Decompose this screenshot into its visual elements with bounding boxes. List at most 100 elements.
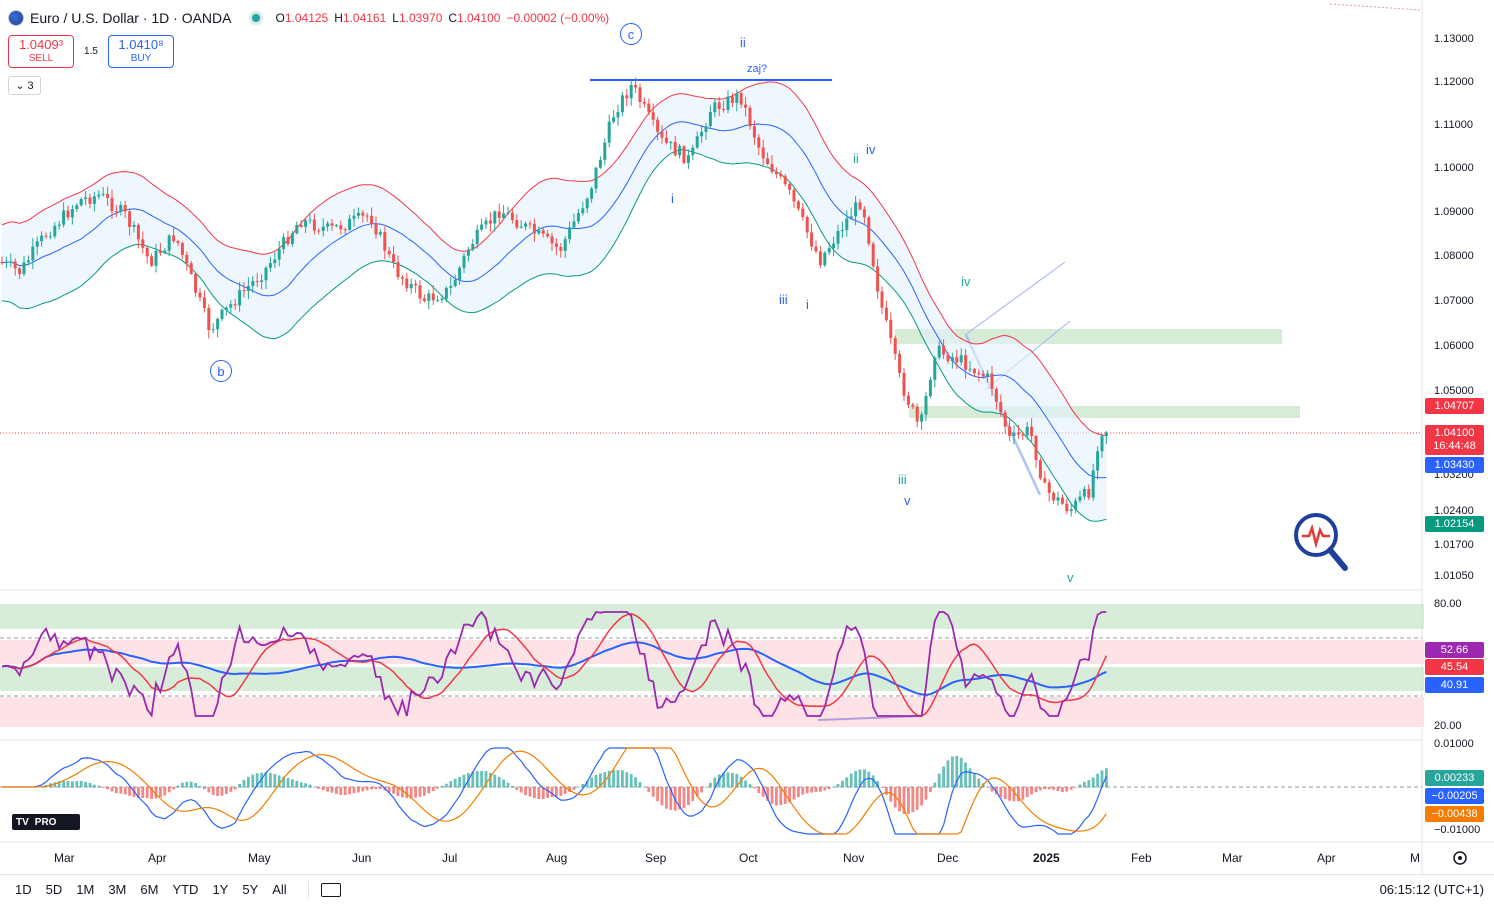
timeframe-1m[interactable]: 1M [69,882,101,897]
trade-panel: 1.0409³ SELL 1.5 1.0410⁸ BUY [8,35,174,68]
candle-body [357,213,360,216]
macd-histogram-bar [309,785,312,788]
bottom-toolbar: 1D 5D 1M 3M 6M YTD 1Y 5Y All 06:15:12 (UTC+1) [0,874,1494,904]
tradingview-pro-logo[interactable]: TV PRO [12,814,80,830]
toolbar-divider [308,881,309,899]
candle-body [1030,427,1033,436]
time-axis-label: Oct [739,851,758,865]
candle-body [1,262,4,263]
candle-body [511,213,514,220]
candle-body [854,202,857,216]
macd-histogram-bar [529,787,532,796]
candle-body [731,96,734,103]
buy-label: BUY [131,52,152,66]
macd-histogram-bar [454,779,457,788]
macd-histogram-bar [102,787,105,788]
macd-histogram-bar [97,786,100,788]
clock[interactable]: 06:15:12 (UTC+1) [1380,882,1484,897]
candle-body [634,85,637,87]
timeframe-1d[interactable]: 1D [8,882,39,897]
indicators-collapse-button[interactable]: ⌄ 3 [8,76,41,95]
candle-body [762,148,765,159]
macd-histogram-bar [331,787,334,793]
candle-body [405,279,408,289]
timeframe-ytd[interactable]: YTD [165,882,205,897]
candle-body [480,225,483,230]
candle-body [964,355,967,370]
macd-histogram-bar [854,771,857,788]
macd-histogram-bar [203,787,206,789]
candle-body [903,373,906,396]
price-axis-label: 1.08000 [1434,250,1474,262]
candle-body [709,112,712,126]
timeframe-1y[interactable]: 1Y [205,882,235,897]
macd-histogram-bar [863,769,866,787]
macd-histogram-bar [757,787,760,793]
candle-body [207,308,210,330]
pulse-search-icon[interactable] [1296,515,1345,568]
bollinger-bands [2,82,1106,521]
timeframe-3m[interactable]: 3M [101,882,133,897]
timeframe-5y[interactable]: 5Y [235,882,265,897]
candle-body [969,369,972,370]
candle-body [401,277,404,279]
candle-body [529,224,532,225]
timeframe-6m[interactable]: 6M [133,882,165,897]
macd-histogram-bar [181,783,184,788]
rsi-ma-fast-badge: 45.54 [1425,659,1484,675]
macd-histogram-bar [524,787,527,795]
candle-body [683,146,686,163]
candle-body [238,290,241,305]
time-axis-label: Jun [352,851,371,865]
wave-label: iii [779,292,788,307]
macd-histogram-bar [810,787,813,793]
time-axis-label: Jul [442,851,457,865]
candle-body [168,235,171,250]
candle-body [722,109,725,110]
time-axis-label: 2025 [1033,851,1060,865]
macd-axis-label: −0.01000 [1434,824,1480,836]
buy-button[interactable]: 1.0410⁸ BUY [108,35,174,68]
wave-label: v [1067,570,1074,585]
gear-icon[interactable] [1454,852,1466,864]
candle-body [766,158,769,164]
price-axis-label: 1.12000 [1434,76,1474,88]
candle-body [705,126,708,132]
macd-histogram-bar [885,787,888,795]
candle-body [427,293,430,300]
macd-histogram-bar [920,787,923,805]
macd-histogram-bar [639,782,642,787]
timeframe-buttons: 1D 5D 1M 3M 6M YTD 1Y 5Y All [8,882,294,897]
wave-label: i [671,191,674,206]
candle-body [75,205,78,209]
candle-body [845,218,848,230]
candle-body [832,244,835,248]
candle-body [603,143,606,160]
macd-histogram-bar [212,787,215,795]
macd-histogram-bar [221,787,224,796]
candle-body [67,211,70,218]
macd-histogram-bar [793,787,796,800]
macd-histogram-bar [577,787,580,788]
macd-histogram-bar [951,757,954,788]
symbol-title[interactable]: Euro / U.S. Dollar · 1D · OANDA [30,10,232,26]
timeframe-5d[interactable]: 5D [39,882,70,897]
candle-body [744,105,747,108]
macd-histogram-bar [925,787,928,800]
candle-body [221,310,224,319]
candle-body [485,221,488,225]
candle-body [872,244,875,267]
macd-histogram-bar [273,774,276,788]
candle-body [982,374,985,377]
calendar-range-icon[interactable] [321,883,341,897]
candle-body [106,194,109,198]
candle-body [942,346,945,355]
macd-histogram-bar [929,787,932,792]
candle-body [630,85,633,98]
macd-histogram-bar [168,787,171,792]
timeframe-all[interactable]: All [265,882,293,897]
sell-button[interactable]: 1.0409³ SELL [8,35,74,68]
candle-body [463,256,466,268]
